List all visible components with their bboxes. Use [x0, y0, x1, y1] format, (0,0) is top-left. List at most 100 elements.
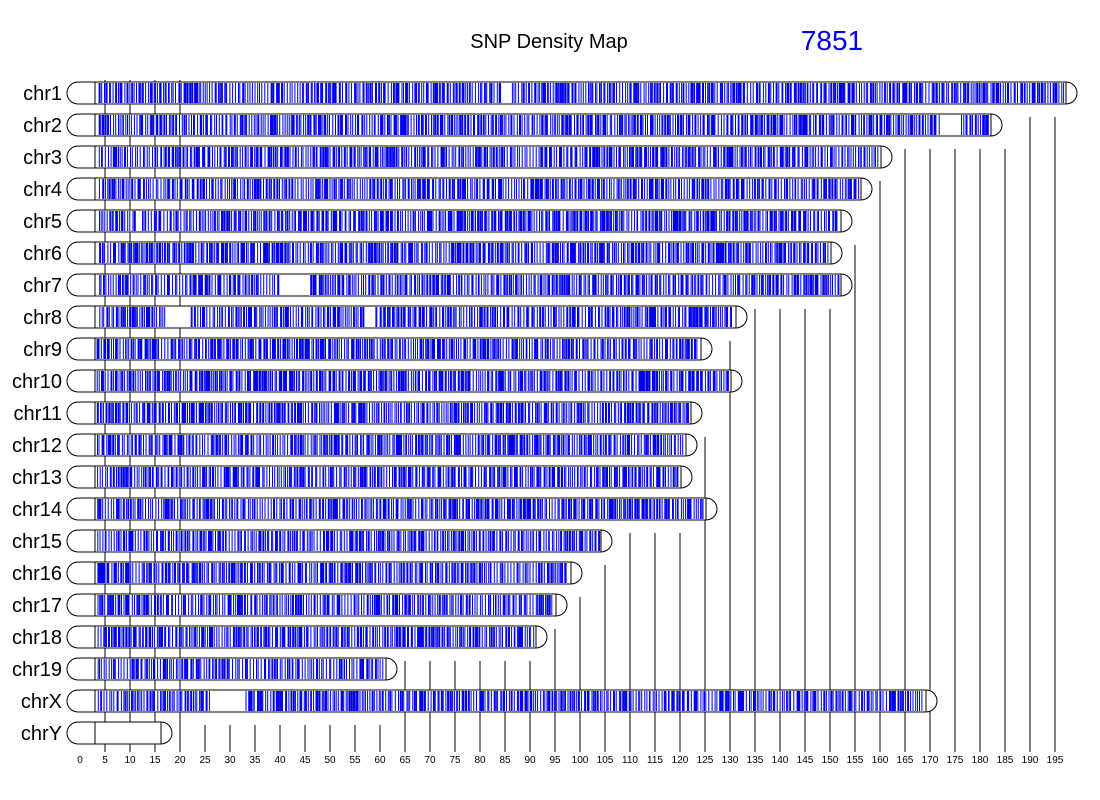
snp-marker [263, 243, 266, 263]
snp-marker [825, 211, 827, 231]
snp-marker [680, 371, 683, 391]
snp-marker [224, 243, 227, 263]
snp-marker [963, 83, 965, 103]
snp-marker [686, 339, 688, 359]
snp-marker [553, 307, 555, 327]
snp-marker [199, 179, 201, 199]
snp-marker [495, 211, 497, 231]
snp-marker [226, 371, 228, 391]
snp-marker [757, 211, 759, 231]
snp-marker [763, 147, 765, 167]
snp-marker [744, 147, 746, 167]
snp-marker [411, 179, 412, 199]
snp-marker [654, 275, 657, 295]
snp-marker [570, 243, 571, 263]
snp-marker [838, 83, 841, 103]
snp-marker [627, 179, 629, 199]
snp-marker [499, 371, 502, 391]
snp-marker [603, 371, 605, 391]
snp-marker [441, 499, 443, 519]
snp-marker [581, 499, 583, 519]
snp-marker [379, 435, 381, 455]
snp-marker [242, 499, 245, 519]
snp-marker [276, 403, 278, 423]
snp-marker [819, 115, 821, 135]
snp-marker [853, 179, 856, 199]
snp-marker [809, 147, 811, 167]
snp-marker [334, 403, 337, 423]
snp-marker [271, 243, 274, 263]
snp-marker [436, 371, 437, 391]
snp-marker [240, 499, 242, 519]
snp-marker [254, 307, 256, 327]
snp-marker [688, 307, 691, 327]
snp-marker [481, 83, 483, 103]
snp-marker [317, 83, 319, 103]
snp-marker [288, 115, 290, 135]
snp-marker [488, 371, 490, 391]
snp-marker [732, 243, 735, 263]
snp-marker [289, 147, 291, 167]
snp-marker [189, 275, 192, 295]
snp-marker [572, 211, 574, 231]
snp-marker [478, 147, 481, 167]
snp-marker [738, 83, 739, 103]
snp-marker [764, 147, 766, 167]
snp-marker [383, 211, 385, 231]
snp-marker [486, 339, 489, 359]
snp-marker [197, 115, 199, 135]
snp-marker [413, 115, 415, 135]
snp-marker [588, 179, 590, 199]
snp-marker [590, 243, 592, 263]
snp-marker [661, 115, 663, 135]
snp-marker [302, 403, 304, 423]
snp-marker [269, 467, 270, 487]
snp-marker [563, 435, 565, 455]
snp-marker [384, 307, 385, 327]
snp-marker [240, 307, 242, 327]
snp-marker [226, 83, 228, 103]
snp-marker [128, 243, 131, 263]
snp-marker [601, 147, 603, 167]
snp-marker [431, 307, 433, 327]
snp-marker [116, 499, 119, 519]
snp-marker [298, 339, 300, 359]
snp-marker [286, 147, 289, 167]
snp-marker [332, 371, 335, 391]
snp-marker [893, 115, 895, 135]
snp-marker [563, 147, 565, 167]
snp-marker [672, 83, 674, 103]
snp-marker [282, 339, 285, 359]
snp-marker [427, 179, 429, 199]
snp-marker [365, 211, 368, 231]
snp-marker [129, 371, 132, 391]
snp-marker [424, 275, 426, 295]
snp-marker [387, 339, 390, 359]
snp-marker [576, 147, 578, 167]
snp-marker [369, 115, 371, 135]
snp-marker [210, 339, 212, 359]
snp-marker [638, 339, 640, 359]
snp-marker [394, 275, 396, 295]
snp-marker [149, 467, 152, 487]
snp-marker [908, 83, 911, 103]
snp-marker [526, 147, 528, 167]
snp-marker [359, 467, 362, 487]
snp-marker [389, 179, 392, 199]
snp-marker [725, 147, 727, 167]
snp-marker [714, 307, 716, 327]
snp-marker [669, 115, 671, 135]
snp-marker [611, 211, 612, 231]
snp-marker [321, 339, 324, 359]
snp-marker [295, 435, 297, 455]
snp-marker [536, 467, 539, 487]
snp-marker [640, 211, 642, 231]
snp-marker [563, 339, 565, 359]
snp-marker [626, 371, 628, 391]
snp-marker [616, 371, 619, 391]
snp-marker [299, 243, 301, 263]
snp-marker [917, 83, 919, 103]
snp-marker [653, 371, 655, 391]
snp-marker [259, 467, 260, 487]
snp-marker [559, 211, 561, 231]
